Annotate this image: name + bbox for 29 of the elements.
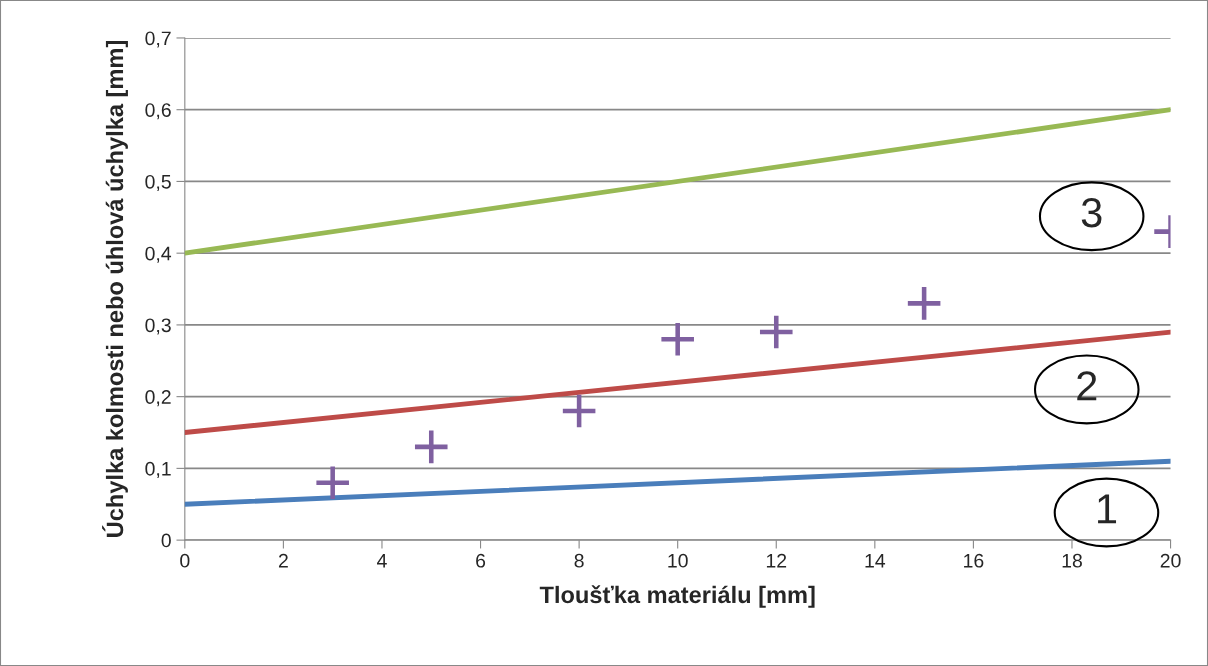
x-axis-title: Tloušťka materiálu [mm]: [539, 585, 815, 608]
annotation: 3: [1081, 197, 1102, 228]
x-tick-label: 2: [278, 553, 288, 568]
point: [316, 466, 349, 500]
y-tick-label: 0,2: [145, 390, 171, 407]
y-tick-label: 0,3: [145, 318, 171, 335]
y-tick-label: 0,1: [145, 461, 171, 478]
point: [661, 322, 694, 356]
x-tick-label: 14: [865, 554, 886, 568]
x-tick-label: 16: [964, 553, 984, 568]
x-tick-label: 10: [668, 553, 688, 568]
x-tick-label: 6: [476, 553, 486, 568]
y-tick-label: 0: [161, 533, 171, 548]
x-tick-label: 8: [574, 553, 584, 568]
point: [759, 315, 793, 349]
y-tick-label: 0,6: [145, 103, 171, 120]
x-tick-label: 20: [1160, 553, 1181, 568]
point: [907, 287, 941, 320]
annotation: 2: [1077, 371, 1097, 401]
x-tick-label: 12: [766, 553, 787, 568]
x-tick-label: 4: [377, 554, 387, 568]
y-tick-label: 0,4: [145, 246, 172, 263]
y-tick-label: 0,7: [145, 31, 171, 48]
point: [414, 430, 448, 464]
annotation: 1: [1098, 494, 1117, 524]
y-tick-label: 0,5: [145, 174, 171, 191]
x-tick-label: 18: [1062, 553, 1082, 568]
y-axis-title: Úchylka kolmosti nebo úhlová úchylka [mm]: [102, 41, 128, 537]
x-tick-label: 0: [180, 553, 190, 568]
